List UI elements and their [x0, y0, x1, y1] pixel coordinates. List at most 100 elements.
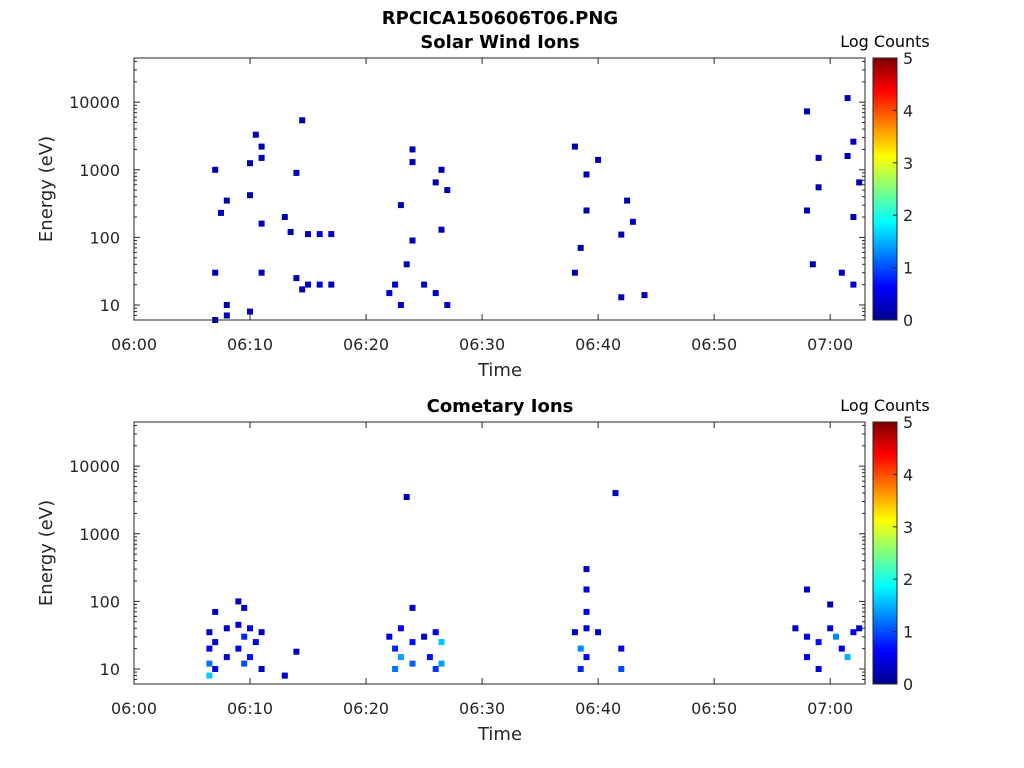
heatmap-cell [577, 645, 584, 652]
heatmap-cell [252, 639, 259, 646]
heatmap-cell [583, 608, 590, 615]
colorbar-tick-label: 5 [903, 49, 913, 68]
colorbar [873, 422, 897, 684]
heatmap-cell [827, 625, 834, 632]
heatmap-cell [397, 302, 404, 308]
heatmap-cell [316, 281, 323, 288]
panel-title: Solar Wind Ions [420, 32, 579, 53]
heatmap-cell [223, 625, 230, 632]
heatmap-cell [438, 660, 445, 667]
heatmap-cell [844, 153, 851, 159]
heatmap-cell [577, 244, 584, 251]
heatmap-cell [618, 231, 625, 238]
heatmap-cell [397, 202, 404, 209]
heatmap-cell [247, 160, 253, 167]
panel-solar-wind: Solar Wind Ions 06:00 06:10 06:20 06:30 06:4… [36, 32, 930, 381]
heatmap-cell [624, 197, 631, 204]
heatmap-cell [316, 231, 323, 238]
heatmap-cell [838, 269, 845, 276]
heatmap-cell [815, 639, 822, 646]
heatmap-cell [235, 645, 242, 652]
plot-area [134, 58, 865, 320]
heatmap-cell [409, 159, 416, 166]
heatmap-cell [397, 625, 404, 632]
heatmap-cell [281, 672, 288, 679]
heatmap-cell [595, 156, 602, 163]
heatmap-cell [809, 261, 816, 268]
heatmap-cell [618, 666, 625, 672]
heatmap-cell [293, 169, 300, 176]
plot-frame [133, 57, 866, 321]
heatmap-cell [247, 625, 253, 632]
heatmap-cell [247, 654, 253, 661]
x-tick-label: 06:10 [227, 699, 273, 718]
y-tick-label: 10000 [69, 93, 120, 112]
plot-frame [133, 421, 866, 685]
heatmap-cell [293, 275, 300, 282]
heatmap-cell [595, 629, 602, 636]
heatmap-cell [241, 604, 248, 611]
heatmap-cell [426, 654, 433, 661]
heatmap-cells [212, 95, 863, 323]
heatmap-cell [618, 645, 625, 652]
heatmap-cell [571, 629, 578, 636]
heatmap-cell [287, 229, 294, 235]
heatmap-cell [305, 231, 311, 238]
heatmap-cell [328, 231, 335, 238]
heatmap-cell [223, 302, 230, 308]
heatmap-cell [629, 218, 636, 225]
heatmap-cell [223, 312, 230, 319]
heatmap-cell [305, 281, 311, 288]
heatmap-cell [583, 171, 590, 178]
colorbar-tick-label: 3 [903, 154, 913, 173]
heatmap-cell [583, 207, 590, 214]
heatmap-cell [258, 220, 265, 227]
heatmap-cell [409, 237, 416, 244]
heatmap-cell [258, 269, 265, 276]
heatmap-cell [792, 625, 799, 632]
heatmap-cell [223, 654, 230, 661]
heatmap-cell [856, 179, 863, 186]
heatmap-cell [577, 666, 584, 672]
heatmap-cell [844, 654, 851, 661]
x-tick-label: 06:40 [575, 699, 621, 718]
x-tick-label: 06:00 [111, 699, 157, 718]
colorbar-tick-label: 2 [903, 570, 913, 589]
colorbar-ticks: 0 1 2 3 4 5 [893, 49, 913, 330]
colorbar-frame [872, 57, 898, 321]
heatmap-cell [583, 586, 590, 593]
heatmap-cell [444, 187, 451, 194]
heatmap-cell [571, 143, 578, 150]
heatmap-cell [612, 490, 619, 497]
colorbar-tick-label: 4 [903, 101, 913, 120]
heatmap-cell [247, 308, 253, 315]
heatmap-cell [432, 629, 439, 636]
y-tick-label: 100 [89, 592, 120, 611]
heatmap-cell [206, 629, 213, 636]
heatmap-cell [206, 645, 213, 652]
colorbar-ticks: 0 1 2 3 4 5 [893, 413, 913, 694]
x-tick-label: 06:20 [343, 699, 389, 718]
heatmap-cell [409, 639, 416, 646]
heatmap-cell [833, 633, 839, 640]
x-tick-label: 06:50 [691, 699, 737, 718]
y-tick-label: 10 [100, 660, 120, 679]
heatmap-cell [409, 604, 416, 611]
heatmap-cell [397, 654, 404, 661]
x-tick-label: 07:00 [807, 699, 853, 718]
heatmap-cell [235, 598, 242, 605]
x-axis-label: Time [477, 724, 522, 745]
x-tick-label: 06:00 [111, 335, 157, 354]
y-axis-label: Energy (eV) [36, 136, 57, 242]
heatmap-cell [328, 281, 335, 288]
heatmap-cell [804, 207, 810, 214]
colorbar-tick-label: 5 [903, 413, 913, 432]
colorbar-frame [872, 421, 898, 685]
heatmap-cell [850, 138, 857, 145]
x-tick-label: 06:40 [575, 335, 621, 354]
heatmap-cell [293, 648, 300, 655]
x-ticks: 06:00 06:10 06:20 06:30 06:40 06:50 07:00 [111, 58, 853, 354]
heatmap-cell [438, 166, 445, 173]
x-tick-label: 06:30 [459, 335, 505, 354]
heatmap-cell [571, 269, 578, 276]
